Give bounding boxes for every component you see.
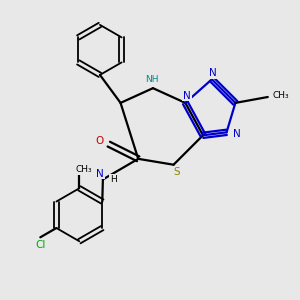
Text: N: N <box>183 91 191 100</box>
Text: NH: NH <box>145 75 158 84</box>
Text: N: N <box>209 68 217 78</box>
Text: H: H <box>110 175 117 184</box>
Text: Cl: Cl <box>35 240 46 250</box>
Text: N: N <box>233 129 241 139</box>
Text: N: N <box>96 169 104 178</box>
Text: CH₃: CH₃ <box>273 91 289 100</box>
Text: O: O <box>96 136 104 146</box>
Text: CH₃: CH₃ <box>75 165 92 174</box>
Text: S: S <box>173 167 180 177</box>
